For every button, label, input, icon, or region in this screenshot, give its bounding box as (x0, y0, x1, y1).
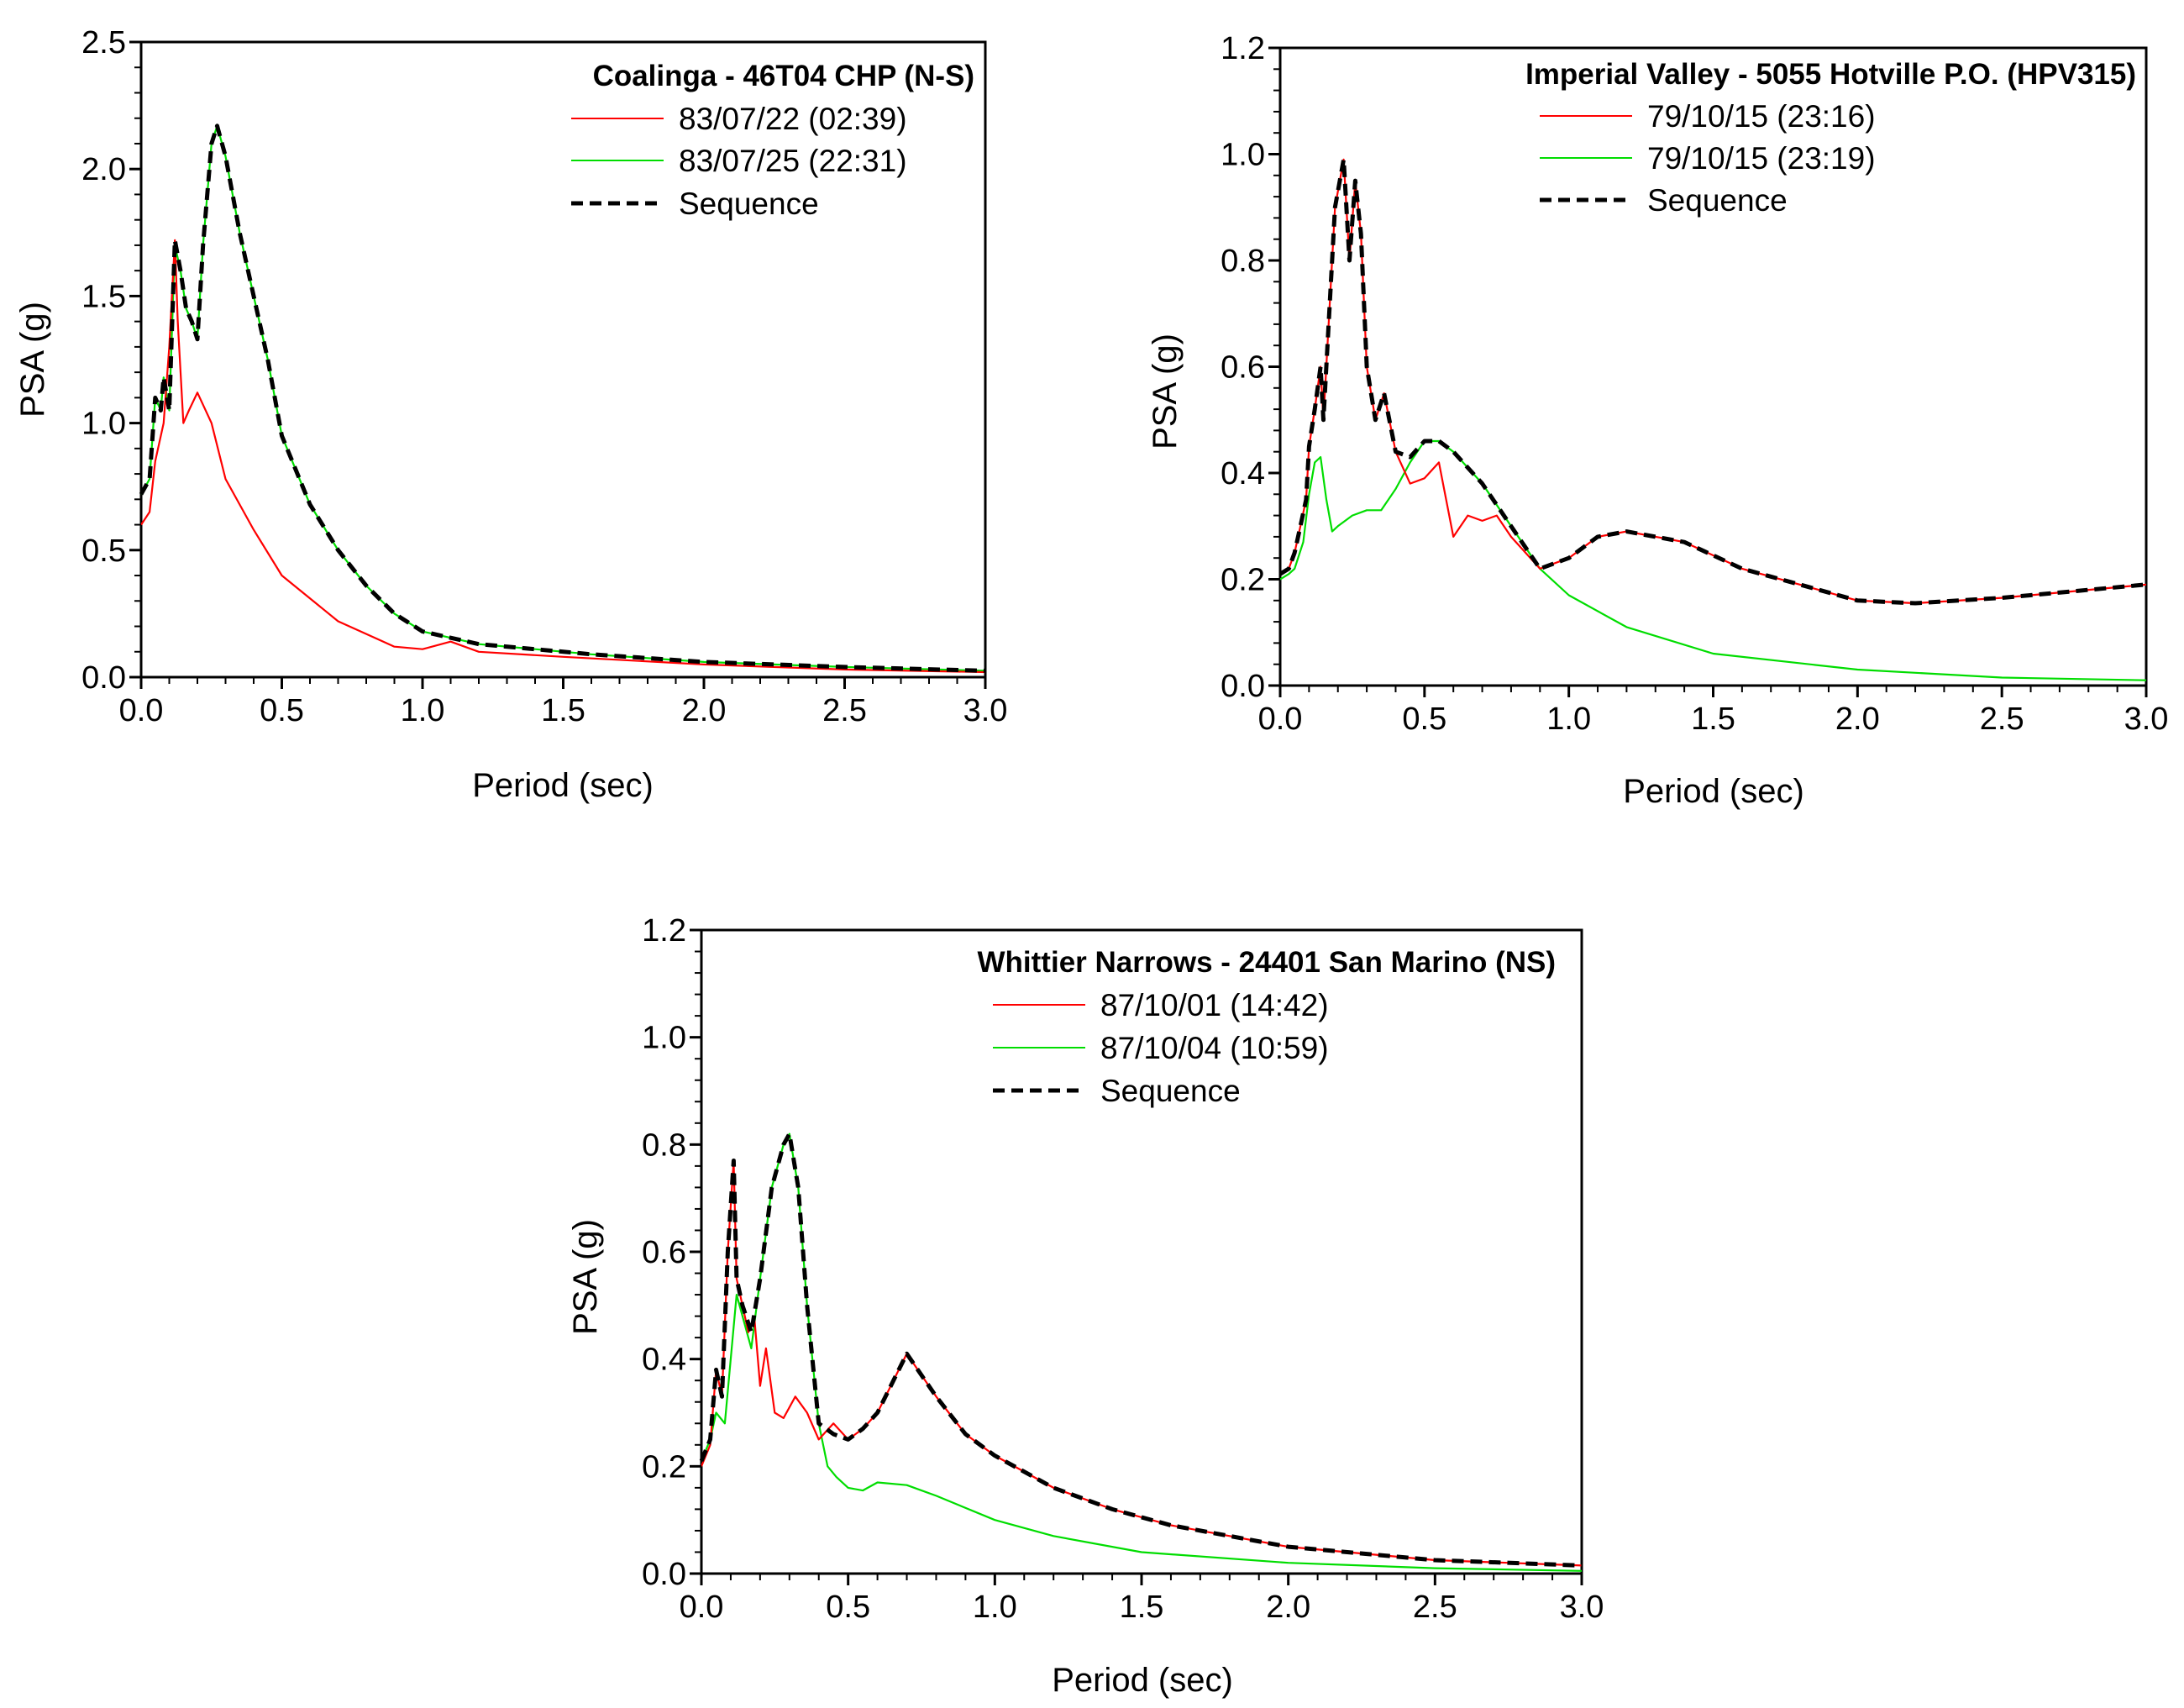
x-tick-label: 0.5 (260, 693, 304, 728)
tick-marks (690, 928, 1583, 1585)
chart-title: Imperial Valley - 5055 Hotville P.O. (HP… (1525, 58, 2136, 91)
series-line-event-1 (1279, 158, 2147, 605)
series-line-sequence (1278, 157, 2147, 606)
y-axis-title: PSA (g) (567, 1219, 604, 1335)
y-tick-label: 1.0 (81, 407, 126, 442)
chart-coalinga: 0.0 0.5 1.0 1.5 2.0 2.5 3.0 0.0 0.5 1.0 … (14, 25, 1007, 804)
series-line-event-1 (700, 1159, 1583, 1567)
x-tick-label: 1.0 (973, 1590, 1017, 1625)
y-tick-label: 0.0 (1221, 669, 1265, 704)
legend-label-event-1: 83/07/22 (02:39) (679, 102, 907, 136)
x-tick-label: 2.5 (1980, 702, 2024, 737)
y-tick-labels: 0.0 0.2 0.4 0.6 0.8 1.0 1.2 (1221, 31, 1265, 704)
y-tick-label: 0.0 (81, 660, 126, 696)
y-tick-label: 0.6 (1221, 350, 1265, 386)
x-tick-label: 2.0 (1266, 1590, 1310, 1625)
x-tick-label: 0.0 (680, 1590, 724, 1625)
y-tick-label: 0.6 (642, 1235, 686, 1270)
y-tick-label: 0.8 (1221, 244, 1265, 279)
chart-imperial-valley: 0.0 0.5 1.0 1.5 2.0 2.5 3.0 0.0 0.2 0.4 … (1147, 31, 2168, 810)
y-tick-label: 2.0 (81, 152, 126, 187)
legend-label-sequence: Sequence (1647, 183, 1788, 218)
series-line-sequence (139, 124, 986, 673)
series-line-event-2 (140, 124, 986, 672)
x-tick-label: 1.0 (401, 693, 445, 728)
legend: 79/10/15 (23:16) 79/10/15 (23:19) Sequen… (1540, 99, 1876, 218)
x-tick-label: 2.5 (822, 693, 867, 728)
legend-label-event-1: 79/10/15 (23:16) (1647, 99, 1876, 134)
chart-whittier-narrows: 0.0 0.5 1.0 1.5 2.0 2.5 3.0 0.0 0.2 0.4 … (567, 913, 1604, 1699)
x-tick-labels: 0.0 0.5 1.0 1.5 2.0 2.5 3.0 (119, 693, 1008, 728)
legend-label-event-2: 87/10/04 (10:59) (1100, 1031, 1329, 1065)
y-tick-label: 0.0 (642, 1557, 686, 1592)
y-tick-labels: 0.0 0.5 1.0 1.5 2.0 2.5 (81, 25, 126, 696)
legend: 87/10/01 (14:42) 87/10/04 (10:59) Sequen… (993, 988, 1329, 1108)
y-axis-title: PSA (g) (14, 302, 51, 418)
y-tick-label: 0.4 (642, 1343, 686, 1378)
series-line-event-1 (140, 239, 986, 674)
y-axis-title: PSA (g) (1147, 334, 1184, 449)
plot-area (1278, 157, 2147, 681)
y-tick-label: 1.5 (81, 279, 126, 314)
x-tick-label: 3.0 (2124, 702, 2169, 737)
x-tick-label: 1.5 (541, 693, 585, 728)
chart-title: Coalinga - 46T04 CHP (N-S) (593, 60, 974, 92)
chart-title: Whittier Narrows - 24401 San Marino (NS) (978, 946, 1556, 979)
plot-area (699, 1132, 1583, 1572)
x-tick-label: 0.0 (119, 693, 164, 728)
x-tick-label: 2.0 (1835, 702, 1880, 737)
x-tick-label: 3.0 (963, 693, 1008, 728)
x-tick-label: 1.5 (1691, 702, 1735, 737)
x-tick-label: 3.0 (1560, 1590, 1604, 1625)
legend-label-sequence: Sequence (1100, 1074, 1241, 1108)
x-axis-title: Period (sec) (472, 767, 654, 804)
tick-marks (129, 40, 987, 689)
y-tick-label: 0.5 (81, 533, 126, 569)
x-tick-labels: 0.0 0.5 1.0 1.5 2.0 2.5 3.0 (1258, 702, 2169, 737)
tick-marks (1268, 46, 2148, 697)
y-tick-labels: 0.0 0.2 0.4 0.6 0.8 1.0 1.2 (642, 913, 686, 1592)
x-tick-label: 1.0 (1546, 702, 1591, 737)
legend-label-event-2: 79/10/15 (23:19) (1647, 141, 1876, 176)
y-tick-label: 0.8 (642, 1127, 686, 1163)
series-line-event-2 (700, 1133, 1583, 1572)
series-line-event-2 (1279, 439, 2147, 681)
legend-label-event-2: 83/07/25 (22:31) (679, 144, 907, 178)
plot-frame (700, 928, 1583, 1575)
x-tick-label: 0.0 (1258, 702, 1303, 737)
y-tick-label: 0.2 (642, 1449, 686, 1485)
y-tick-label: 2.5 (81, 25, 126, 60)
y-tick-label: 1.0 (1221, 138, 1265, 173)
x-tick-label: 2.5 (1413, 1590, 1457, 1625)
plot-area (139, 124, 986, 674)
x-axis-title: Period (sec) (1052, 1662, 1233, 1699)
series-line-sequence (699, 1132, 1583, 1568)
legend: 83/07/22 (02:39) 83/07/25 (22:31) Sequen… (571, 102, 907, 221)
legend-label-event-1: 87/10/01 (14:42) (1100, 988, 1329, 1022)
x-tick-label: 0.5 (1402, 702, 1446, 737)
x-tick-label: 1.5 (1120, 1590, 1164, 1625)
y-tick-label: 1.2 (642, 913, 686, 949)
x-tick-label: 2.0 (682, 693, 727, 728)
y-tick-label: 1.0 (642, 1021, 686, 1056)
x-tick-labels: 0.0 0.5 1.0 1.5 2.0 2.5 3.0 (680, 1590, 1604, 1625)
legend-label-sequence: Sequence (679, 187, 819, 221)
y-tick-label: 1.2 (1221, 31, 1265, 66)
x-axis-title: Period (sec) (1623, 773, 1804, 810)
x-tick-label: 0.5 (826, 1590, 870, 1625)
y-tick-label: 0.4 (1221, 456, 1265, 491)
y-tick-label: 0.2 (1221, 563, 1265, 598)
